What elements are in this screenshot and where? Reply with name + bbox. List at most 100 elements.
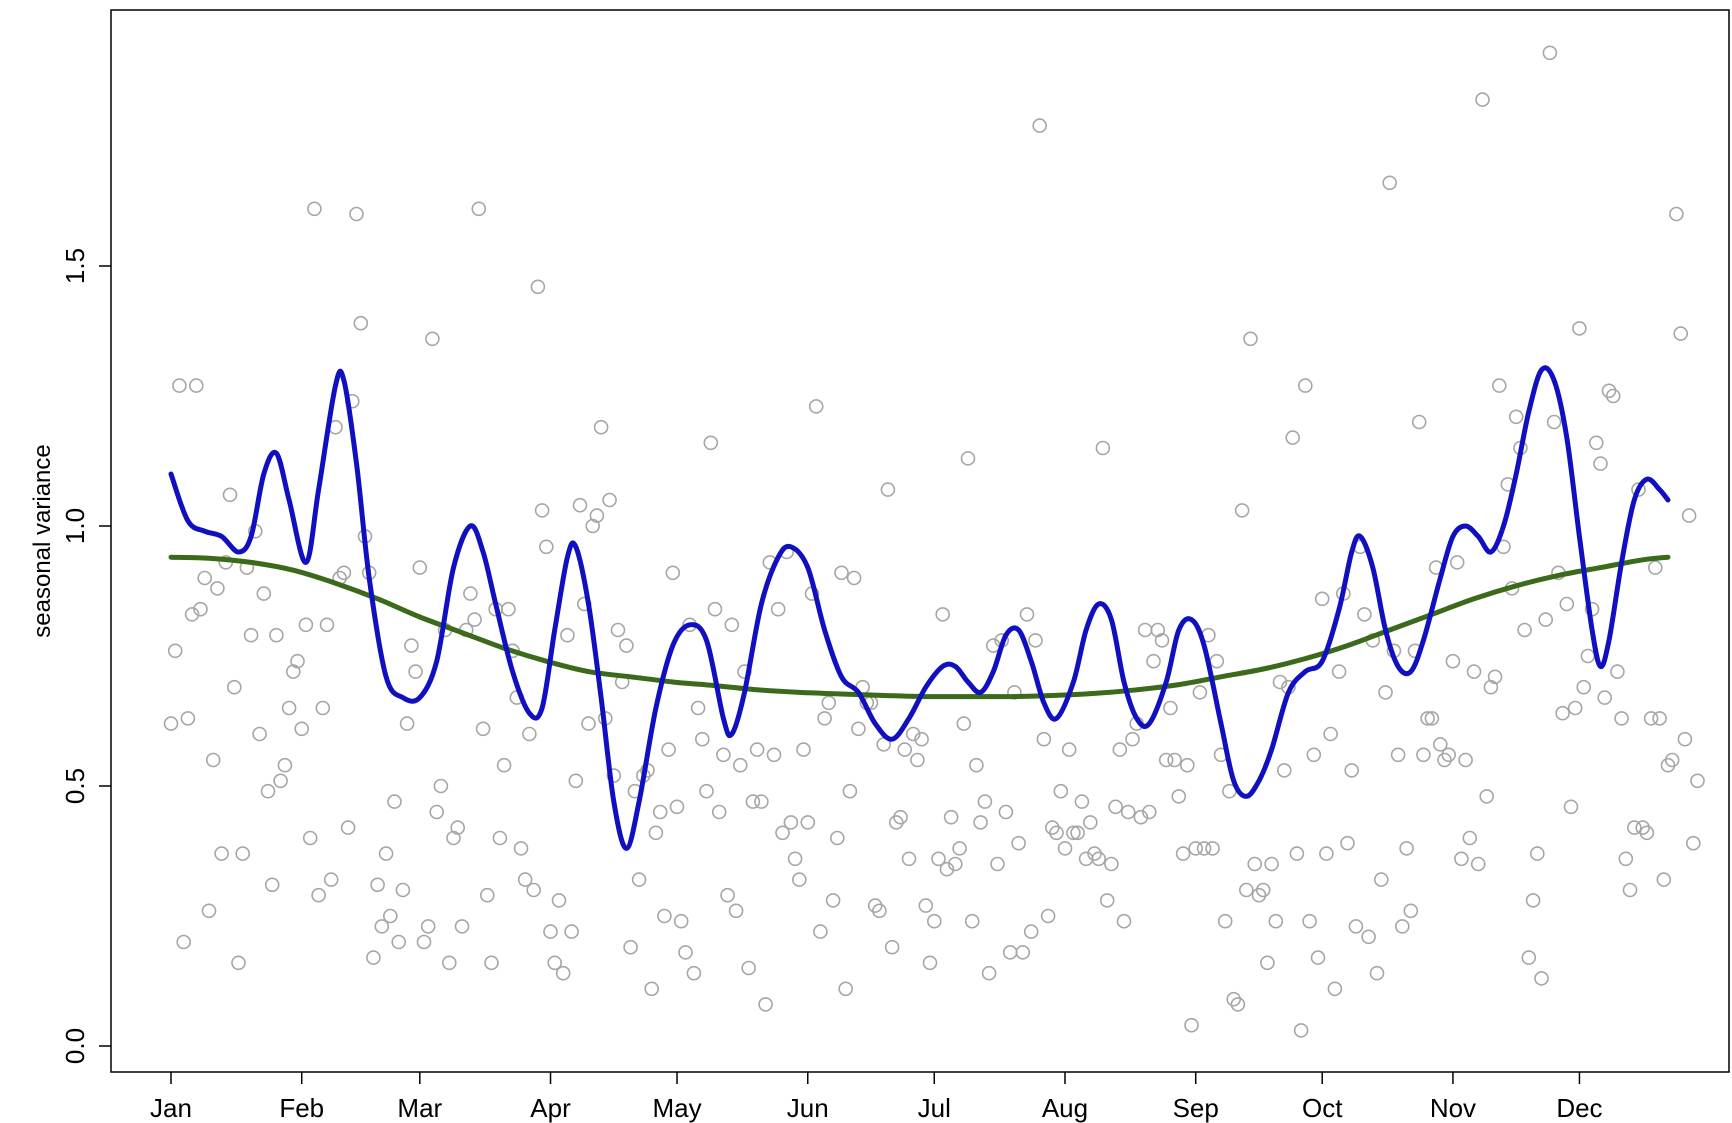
data-point	[787, 851, 803, 867]
data-point	[564, 924, 579, 939]
data-point	[336, 565, 352, 581]
data-point	[699, 783, 714, 799]
data-point	[1462, 830, 1478, 846]
data-point	[294, 721, 310, 737]
data-point	[1171, 789, 1187, 804]
data-point	[1487, 669, 1503, 685]
data-point	[766, 747, 782, 763]
data-point	[657, 908, 672, 924]
data-point	[1686, 835, 1701, 851]
data-point	[998, 804, 1014, 820]
data-point	[1416, 747, 1431, 763]
data-point	[1395, 919, 1410, 934]
data-point	[1091, 851, 1106, 867]
data-point	[1083, 815, 1098, 830]
data-point	[728, 903, 744, 919]
data-point	[652, 804, 668, 820]
x-tick-label: Apr	[530, 1093, 571, 1123]
data-point	[1664, 752, 1680, 768]
data-point	[678, 945, 693, 960]
data-point	[298, 617, 314, 633]
data-point	[1277, 763, 1292, 778]
data-point	[471, 201, 487, 217]
data-point	[990, 856, 1005, 872]
data-point	[956, 716, 972, 731]
data-point	[745, 794, 761, 809]
data-point	[918, 898, 934, 913]
data-point	[277, 757, 293, 773]
data-point	[1011, 835, 1026, 851]
data-point	[1530, 846, 1545, 861]
data-point	[1610, 664, 1625, 679]
data-point	[290, 653, 305, 669]
data-point	[551, 893, 567, 908]
data-point	[1251, 887, 1267, 903]
data-point	[395, 882, 411, 898]
data-point	[315, 700, 331, 716]
data-point	[1567, 700, 1583, 716]
data-point	[227, 679, 242, 695]
data-point	[1260, 955, 1275, 971]
data-point	[412, 560, 428, 575]
data-point	[1508, 409, 1524, 425]
data-point	[1239, 882, 1254, 898]
data-point	[522, 726, 537, 742]
data-point	[1538, 612, 1553, 627]
data-point	[167, 643, 183, 659]
data-point	[1492, 378, 1507, 393]
data-point	[724, 617, 740, 633]
data-point	[1382, 175, 1397, 191]
data-point	[484, 955, 499, 971]
data-point	[1120, 804, 1136, 820]
data-point	[1433, 737, 1448, 752]
x-tick-label: Feb	[279, 1093, 324, 1123]
data-point	[1521, 950, 1537, 965]
data-point	[808, 399, 824, 414]
data-point	[560, 627, 575, 643]
data-point	[1614, 711, 1629, 726]
data-point	[648, 825, 664, 841]
data-point	[1627, 820, 1642, 835]
x-tick-label: Jan	[150, 1093, 192, 1123]
data-point	[501, 601, 516, 617]
data-point	[1137, 622, 1153, 638]
data-point	[1028, 633, 1043, 648]
data-point	[1555, 705, 1570, 721]
data-point	[416, 934, 432, 950]
data-point	[1517, 622, 1532, 638]
data-point	[1656, 872, 1672, 887]
data-point	[340, 820, 356, 835]
data-point	[572, 497, 588, 513]
data-point	[867, 898, 883, 913]
data-point	[1525, 893, 1541, 908]
data-point	[1411, 414, 1427, 430]
data-point	[1180, 757, 1195, 773]
data-point	[619, 638, 634, 653]
data-point	[749, 742, 765, 757]
data-point	[479, 887, 495, 903]
data-point	[1399, 841, 1414, 856]
data-point	[429, 804, 445, 820]
data-point	[273, 773, 288, 789]
data-point	[1378, 685, 1393, 700]
data-point	[1420, 711, 1435, 726]
x-tick-label: Sep	[1173, 1093, 1219, 1123]
data-point	[391, 934, 407, 950]
x-tick-label: Dec	[1556, 1093, 1602, 1123]
data-point	[1348, 919, 1364, 934]
data-point	[475, 721, 491, 737]
data-point	[1445, 653, 1461, 669]
data-point	[1340, 835, 1355, 851]
data-point	[981, 965, 997, 981]
data-point	[1374, 872, 1389, 887]
data-point	[880, 482, 896, 497]
data-point	[349, 206, 364, 222]
data-point	[568, 773, 584, 789]
data-point	[1268, 913, 1284, 929]
chart-lines	[168, 365, 1671, 851]
data-point	[307, 201, 322, 217]
data-point	[467, 612, 482, 627]
data-point	[897, 742, 913, 757]
data-point	[631, 872, 647, 887]
